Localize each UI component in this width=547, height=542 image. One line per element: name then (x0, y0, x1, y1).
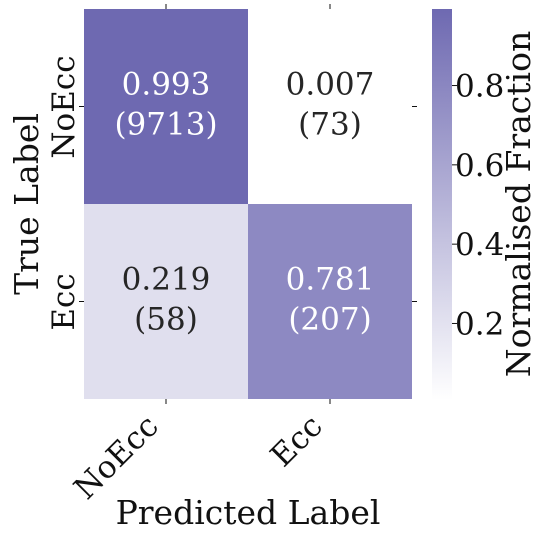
cell-value-label: 0.993 (122, 67, 211, 103)
colorbar-tick-label: 0.8 (455, 69, 504, 105)
heatmap-cell-noecc-ecc (248, 9, 412, 204)
y-tick-label-noecc: NoEcc (46, 55, 82, 158)
heatmap-cells (84, 9, 412, 399)
heatmap-cell-ecc-noecc (84, 204, 248, 399)
cell-count-label: (73) (298, 107, 362, 143)
y-tick-label-ecc: Ecc (46, 273, 82, 330)
cell-count-label: (207) (288, 302, 371, 338)
cell-count-label: (58) (134, 302, 198, 338)
cell-value-label: 0.781 (286, 262, 375, 298)
x-tick-label-ecc: Ecc (264, 408, 330, 474)
colorbar-ticks: 0.2 0.4 0.6 0.8 (452, 69, 504, 342)
tick-marks (79, 4, 417, 404)
heatmap-cell-ecc-ecc (248, 204, 412, 399)
colorbar-title: Normalised Fraction (499, 31, 538, 377)
x-axis-title: Predicted Label (116, 493, 381, 532)
colorbar-tick-label: 0.6 (455, 148, 504, 184)
colorbar-tick-label: 0.4 (455, 227, 504, 263)
cell-count-label: (9713) (114, 107, 217, 143)
y-axis-title: True Label (7, 113, 46, 295)
colorbar-tick-label: 0.2 (455, 306, 504, 342)
x-tick-label-noecc: NoEcc (67, 408, 165, 506)
cell-value-label: 0.007 (286, 67, 375, 103)
colorbar (432, 9, 452, 400)
heatmap-cell-noecc-noecc (84, 9, 248, 204)
cell-annotations: 0.993 (9713) 0.007 (73) 0.219 (58) 0.781 (207) (114, 67, 374, 338)
cell-value-label: 0.219 (122, 262, 211, 298)
